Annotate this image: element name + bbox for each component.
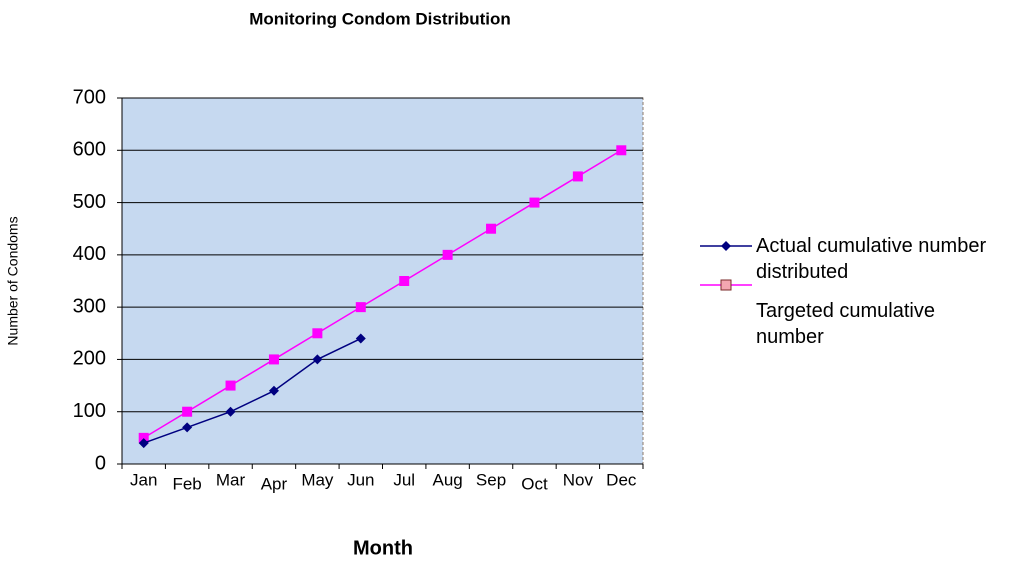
x-tick-label: Aug (433, 470, 463, 489)
point (399, 276, 410, 286)
x-tick-label: Apr (261, 474, 288, 493)
legend-entry: Actual cumulative number distributed (756, 235, 987, 283)
y-tick-label: 600 (73, 139, 106, 161)
x-tick-label: Dec (606, 470, 637, 489)
x-tick-label: Jan (130, 470, 157, 489)
point (225, 380, 236, 391)
point (616, 145, 627, 156)
x-tick-label: Mar (216, 470, 246, 489)
y-tick-label: 700 (73, 86, 106, 108)
point (442, 249, 453, 260)
y-axis-title: Number of Condoms (5, 216, 21, 345)
y-tick-label: 500 (73, 191, 106, 213)
x-tick-label: Jun (347, 470, 374, 489)
point (486, 223, 497, 234)
point (312, 354, 323, 365)
point (312, 328, 323, 339)
point (182, 406, 193, 417)
point (572, 171, 583, 182)
y-tick-label: 100 (73, 400, 106, 422)
legend-entry: Targeted cumulative number (756, 300, 935, 348)
series-line (143, 149, 622, 439)
legend-marker (720, 279, 732, 291)
point (268, 385, 279, 396)
x-tick-label: Jul (393, 470, 415, 489)
x-axis-title: Month (353, 537, 413, 559)
point (138, 438, 149, 449)
point (225, 406, 236, 417)
x-tick-label: Oct (521, 474, 548, 493)
point (355, 302, 366, 313)
y-tick-label: 400 (73, 243, 106, 265)
point (529, 197, 540, 208)
y-tick-label: 0 (95, 452, 106, 474)
x-tick-label: Nov (563, 470, 594, 489)
legend-marker (721, 241, 731, 251)
series-line (143, 337, 362, 444)
point (355, 333, 366, 344)
plot-area (121, 97, 644, 465)
chart-title: Monitoring Condom Distribution (249, 9, 511, 28)
x-tick-label: Sep (476, 470, 506, 489)
y-tick-label: 200 (73, 348, 106, 370)
x-tick-label: May (301, 470, 334, 489)
x-tick-label: Feb (172, 474, 201, 493)
point (268, 354, 279, 365)
point (138, 432, 149, 443)
point (182, 422, 193, 433)
y-tick-label: 300 (73, 295, 106, 317)
